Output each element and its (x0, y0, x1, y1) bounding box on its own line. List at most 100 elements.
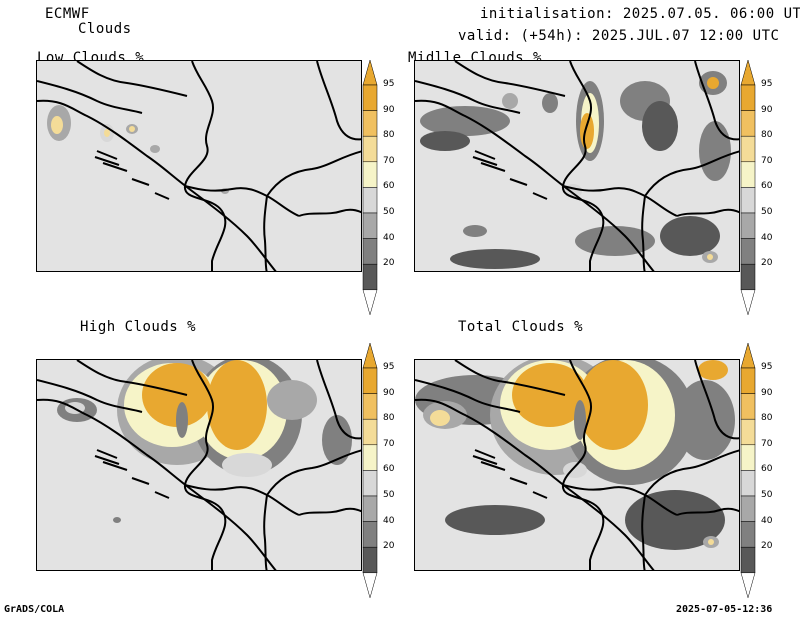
colorbar-label: 50 (383, 490, 395, 500)
colorbar-label: 95 (761, 362, 773, 372)
colorbar-label: 20 (761, 541, 773, 552)
border-line (94, 449, 170, 499)
border-line (76, 360, 188, 396)
colorbar-label: 50 (761, 207, 773, 217)
colorbar-label: 90 (383, 387, 395, 398)
map-panel-middle (414, 60, 740, 272)
border-line (562, 484, 678, 516)
colorbar-arrow-bottom (362, 289, 378, 316)
colorbar-label: 80 (761, 130, 773, 141)
footer-left: GrADS/COLA (4, 604, 65, 615)
colorbar-swatches (362, 342, 378, 599)
colorbar-swatches (740, 59, 756, 316)
border-line (263, 195, 268, 271)
colorbar-label: 95 (383, 362, 395, 372)
border-line (316, 61, 361, 141)
colorbar-swatches (362, 59, 378, 316)
colorbar-swatch (740, 263, 756, 291)
border-line (472, 150, 548, 200)
colorbar-label: 20 (383, 541, 395, 552)
border-line (184, 185, 300, 217)
colorbar-label: 90 (761, 387, 773, 398)
border-line (644, 449, 739, 496)
colorbar-swatch (362, 161, 378, 188)
colorbar-label: 20 (383, 258, 395, 269)
colorbar-swatch (362, 546, 378, 574)
coastlines-total (415, 360, 739, 570)
colorbar-label: 95 (383, 79, 395, 89)
colorbar-label: 80 (761, 413, 773, 424)
border-line (298, 507, 361, 516)
coastlines-low (37, 61, 361, 271)
colorbar-swatch (740, 444, 756, 471)
colorbar-swatch (362, 84, 378, 111)
colorbar-swatch (362, 418, 378, 446)
colorbar-swatch (740, 212, 756, 239)
colorbar-swatch (740, 238, 756, 265)
colorbar-total: 95 90 80 70 60 50 40 20 (740, 342, 779, 599)
init-time: initialisation: 2025.07.05. 06:00 UTC (480, 6, 800, 22)
colorbar-swatch (740, 187, 756, 214)
colorbar-swatch (740, 161, 756, 188)
colorbar-swatch (740, 418, 756, 446)
valid-time: valid: (+54h): 2025.JUL.07 12:00 UTC (458, 28, 780, 44)
border-line (184, 61, 227, 271)
footer-right: 2025-07-05-12:36 (676, 604, 773, 615)
border-line (641, 494, 646, 570)
border-line (415, 398, 655, 570)
border-line (263, 494, 268, 570)
cloud-field-total (415, 360, 735, 550)
colorbar-swatch (362, 238, 378, 265)
map-total (415, 360, 739, 570)
border-line (694, 360, 739, 440)
colorbar-label: 70 (761, 438, 773, 449)
border-line (415, 379, 521, 413)
border-line (676, 208, 739, 217)
colorbar-swatch (740, 367, 756, 394)
colorbar-label: 70 (383, 438, 395, 449)
border-line (94, 150, 170, 200)
colorbar-swatch (740, 135, 756, 163)
colorbar-arrow-top (740, 342, 756, 369)
colorbar-label: 90 (761, 104, 773, 115)
colorbar-swatch (740, 495, 756, 522)
colorbar-swatch (362, 495, 378, 522)
colorbar-label: 40 (383, 515, 395, 526)
colorbar-swatch (362, 470, 378, 497)
colorbar-arrow-top (740, 59, 756, 86)
border-line (454, 61, 566, 97)
colorbar-swatch (740, 84, 756, 111)
border-line (266, 449, 361, 496)
colorbar-label: 90 (383, 104, 395, 115)
border-line (316, 360, 361, 440)
colorbar-label: 70 (761, 155, 773, 166)
border-line (184, 484, 300, 516)
colorbar-swatch (362, 263, 378, 291)
colorbar-label: 50 (761, 490, 773, 500)
colorbar-label: 40 (761, 232, 773, 243)
colorbar-swatch (362, 135, 378, 163)
colorbar-label: 95 (761, 79, 773, 89)
border-line (562, 61, 605, 271)
border-line (37, 80, 143, 114)
colorbar-swatch (740, 521, 756, 548)
colorbar-label: 40 (383, 232, 395, 243)
coastlines-middle (415, 61, 739, 271)
colorbar-swatch (362, 393, 378, 420)
cloud-field-low (47, 105, 229, 194)
colorbar-label: 80 (383, 413, 395, 424)
colorbar-arrow-top (362, 342, 378, 369)
panel-title-high: High Clouds % (80, 319, 197, 335)
map-panel-high (36, 359, 362, 571)
map-panel-total (414, 359, 740, 571)
colorbar-swatch (362, 444, 378, 471)
border-line (415, 80, 521, 114)
border-line (562, 185, 678, 217)
colorbar-swatches (740, 342, 756, 599)
colorbar-label: 80 (383, 130, 395, 141)
border-line (184, 360, 227, 570)
colorbar-label: 60 (383, 181, 395, 192)
border-line (298, 208, 361, 217)
border-line (472, 449, 548, 499)
colorbar-label: 40 (761, 515, 773, 526)
